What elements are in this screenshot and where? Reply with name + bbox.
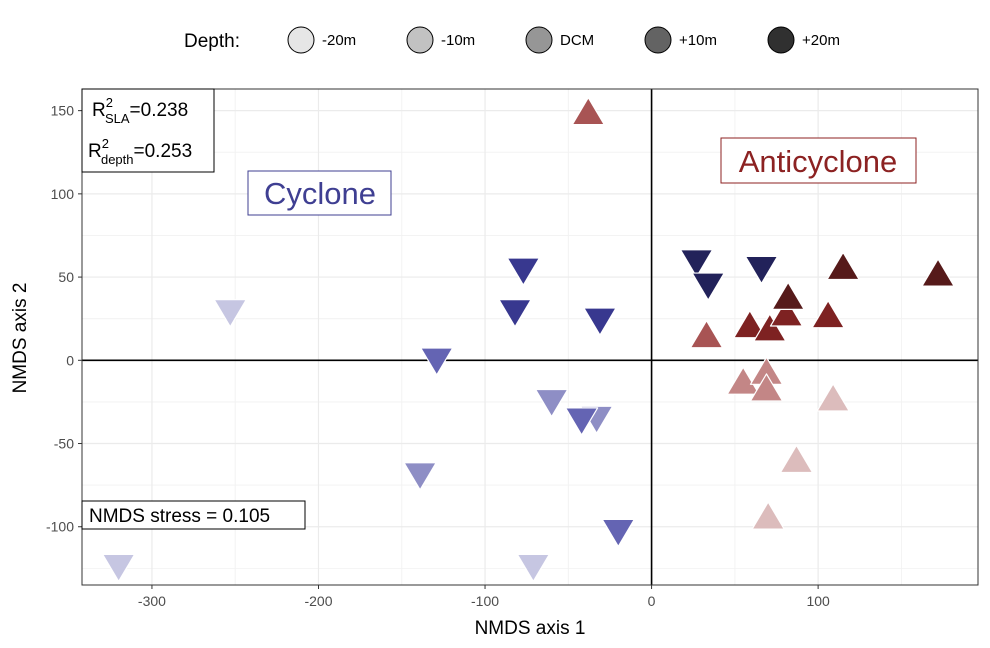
cyclone-label-text: Cyclone	[264, 176, 376, 211]
legend-swatch	[287, 26, 315, 54]
y-tick-label: 50	[58, 269, 74, 285]
cyclone-point	[498, 299, 532, 328]
cyclone-point	[516, 553, 550, 582]
cyclone-point	[535, 388, 569, 418]
cyclone-label-box	[247, 170, 392, 216]
x-tick-label: -200	[304, 593, 332, 609]
stress-text: NMDS stress = 0.105	[89, 506, 270, 527]
cyclone-point	[601, 518, 635, 548]
anticyclone-point	[733, 310, 767, 339]
r2-depth-base: R	[88, 141, 102, 162]
anticyclone-point	[749, 373, 784, 402]
anticyclone-point	[826, 251, 860, 281]
x-tick-label: 0	[648, 593, 656, 609]
legend: Depth: -20m -10m DCM +10m +20m	[184, 26, 840, 54]
y-tick-label: -50	[54, 436, 74, 452]
r2-sla-base: R	[92, 100, 106, 121]
y-tick-label: 0	[66, 352, 74, 368]
cyclone-point	[420, 347, 454, 376]
r2-sla-text: R2 SLA=0.238	[92, 95, 188, 126]
legend-label: +20m	[802, 32, 840, 49]
anticyclone-point	[771, 281, 805, 310]
anticyclone-point	[816, 383, 850, 412]
anticyclone-label: Anticyclone	[720, 137, 917, 184]
r2-depth-text: R2 depth=0.253	[88, 136, 192, 167]
x-axis-ticks: -300 -200 -100 0 100	[138, 585, 830, 609]
legend-title: Depth:	[184, 31, 240, 52]
r2-box	[81, 88, 215, 173]
r2-depth-sub: depth	[101, 152, 134, 167]
cyclone-label: Cyclone	[247, 170, 392, 216]
y-tick-label: 150	[51, 103, 75, 119]
legend-entry: DCM	[525, 26, 594, 54]
x-tick-label: -100	[471, 593, 499, 609]
legend-entry: +10m	[644, 26, 717, 54]
r2-sla-sup: 2	[106, 95, 113, 110]
legend-label: DCM	[560, 32, 594, 49]
legend-entry: +20m	[767, 26, 840, 54]
anticyclone-point	[921, 258, 955, 287]
y-axis-title: NMDS axis 2	[10, 283, 31, 394]
legend-label: -20m	[322, 32, 356, 49]
y-tick-label: -100	[46, 519, 74, 535]
cyclone-point	[403, 462, 437, 491]
legend-entries: -20m -10m DCM +10m +20m	[287, 26, 840, 54]
anticyclone-label-box	[720, 137, 917, 184]
r2-depth-sup: 2	[102, 136, 109, 151]
anticyclone-point	[779, 444, 814, 474]
r2-sla-value: =0.238	[130, 100, 189, 121]
panel-border	[81, 88, 979, 586]
legend-label: +10m	[679, 32, 717, 49]
anticyclone-point	[571, 97, 605, 126]
legend-label: -10m	[441, 32, 475, 49]
data-points	[102, 97, 955, 582]
anticyclone-point	[689, 320, 724, 349]
cyclone-point	[565, 407, 599, 436]
cyclone-point	[679, 249, 714, 278]
r2-depth-value: =0.253	[134, 141, 193, 162]
anticyclone-point	[811, 300, 845, 329]
cyclone-point	[102, 553, 136, 582]
x-tick-label: -300	[138, 593, 166, 609]
cyclone-point	[213, 299, 247, 328]
stress-box	[81, 500, 306, 530]
y-tick-label: 100	[51, 186, 75, 202]
legend-swatch	[644, 26, 672, 54]
cyclone-point	[691, 272, 725, 301]
reference-lines	[82, 89, 978, 585]
anticyclone-label-text: Anticyclone	[739, 144, 898, 179]
y-axis-ticks: -100 -50 0 50 100 150	[46, 103, 82, 535]
legend-swatch	[406, 26, 434, 54]
stress-annotation: NMDS stress = 0.105	[81, 500, 306, 530]
anticyclone-point	[769, 298, 804, 327]
r2-annotation: R2 SLA=0.238 R2 depth=0.253	[81, 88, 215, 173]
legend-entry: -20m	[287, 26, 356, 54]
cyclone-point	[583, 307, 617, 336]
cyclone-point	[744, 255, 779, 285]
anticyclone-point	[753, 313, 787, 342]
legend-swatch	[525, 26, 553, 54]
x-axis-title: NMDS axis 1	[475, 618, 586, 639]
r2-sla-sub: SLA	[105, 111, 130, 126]
legend-entry: -10m	[406, 26, 475, 54]
anticyclone-point	[751, 501, 785, 530]
anticyclone-point	[726, 366, 760, 395]
x-tick-label: 100	[806, 593, 830, 609]
legend-swatch	[767, 26, 795, 54]
cyclone-point	[506, 257, 540, 286]
